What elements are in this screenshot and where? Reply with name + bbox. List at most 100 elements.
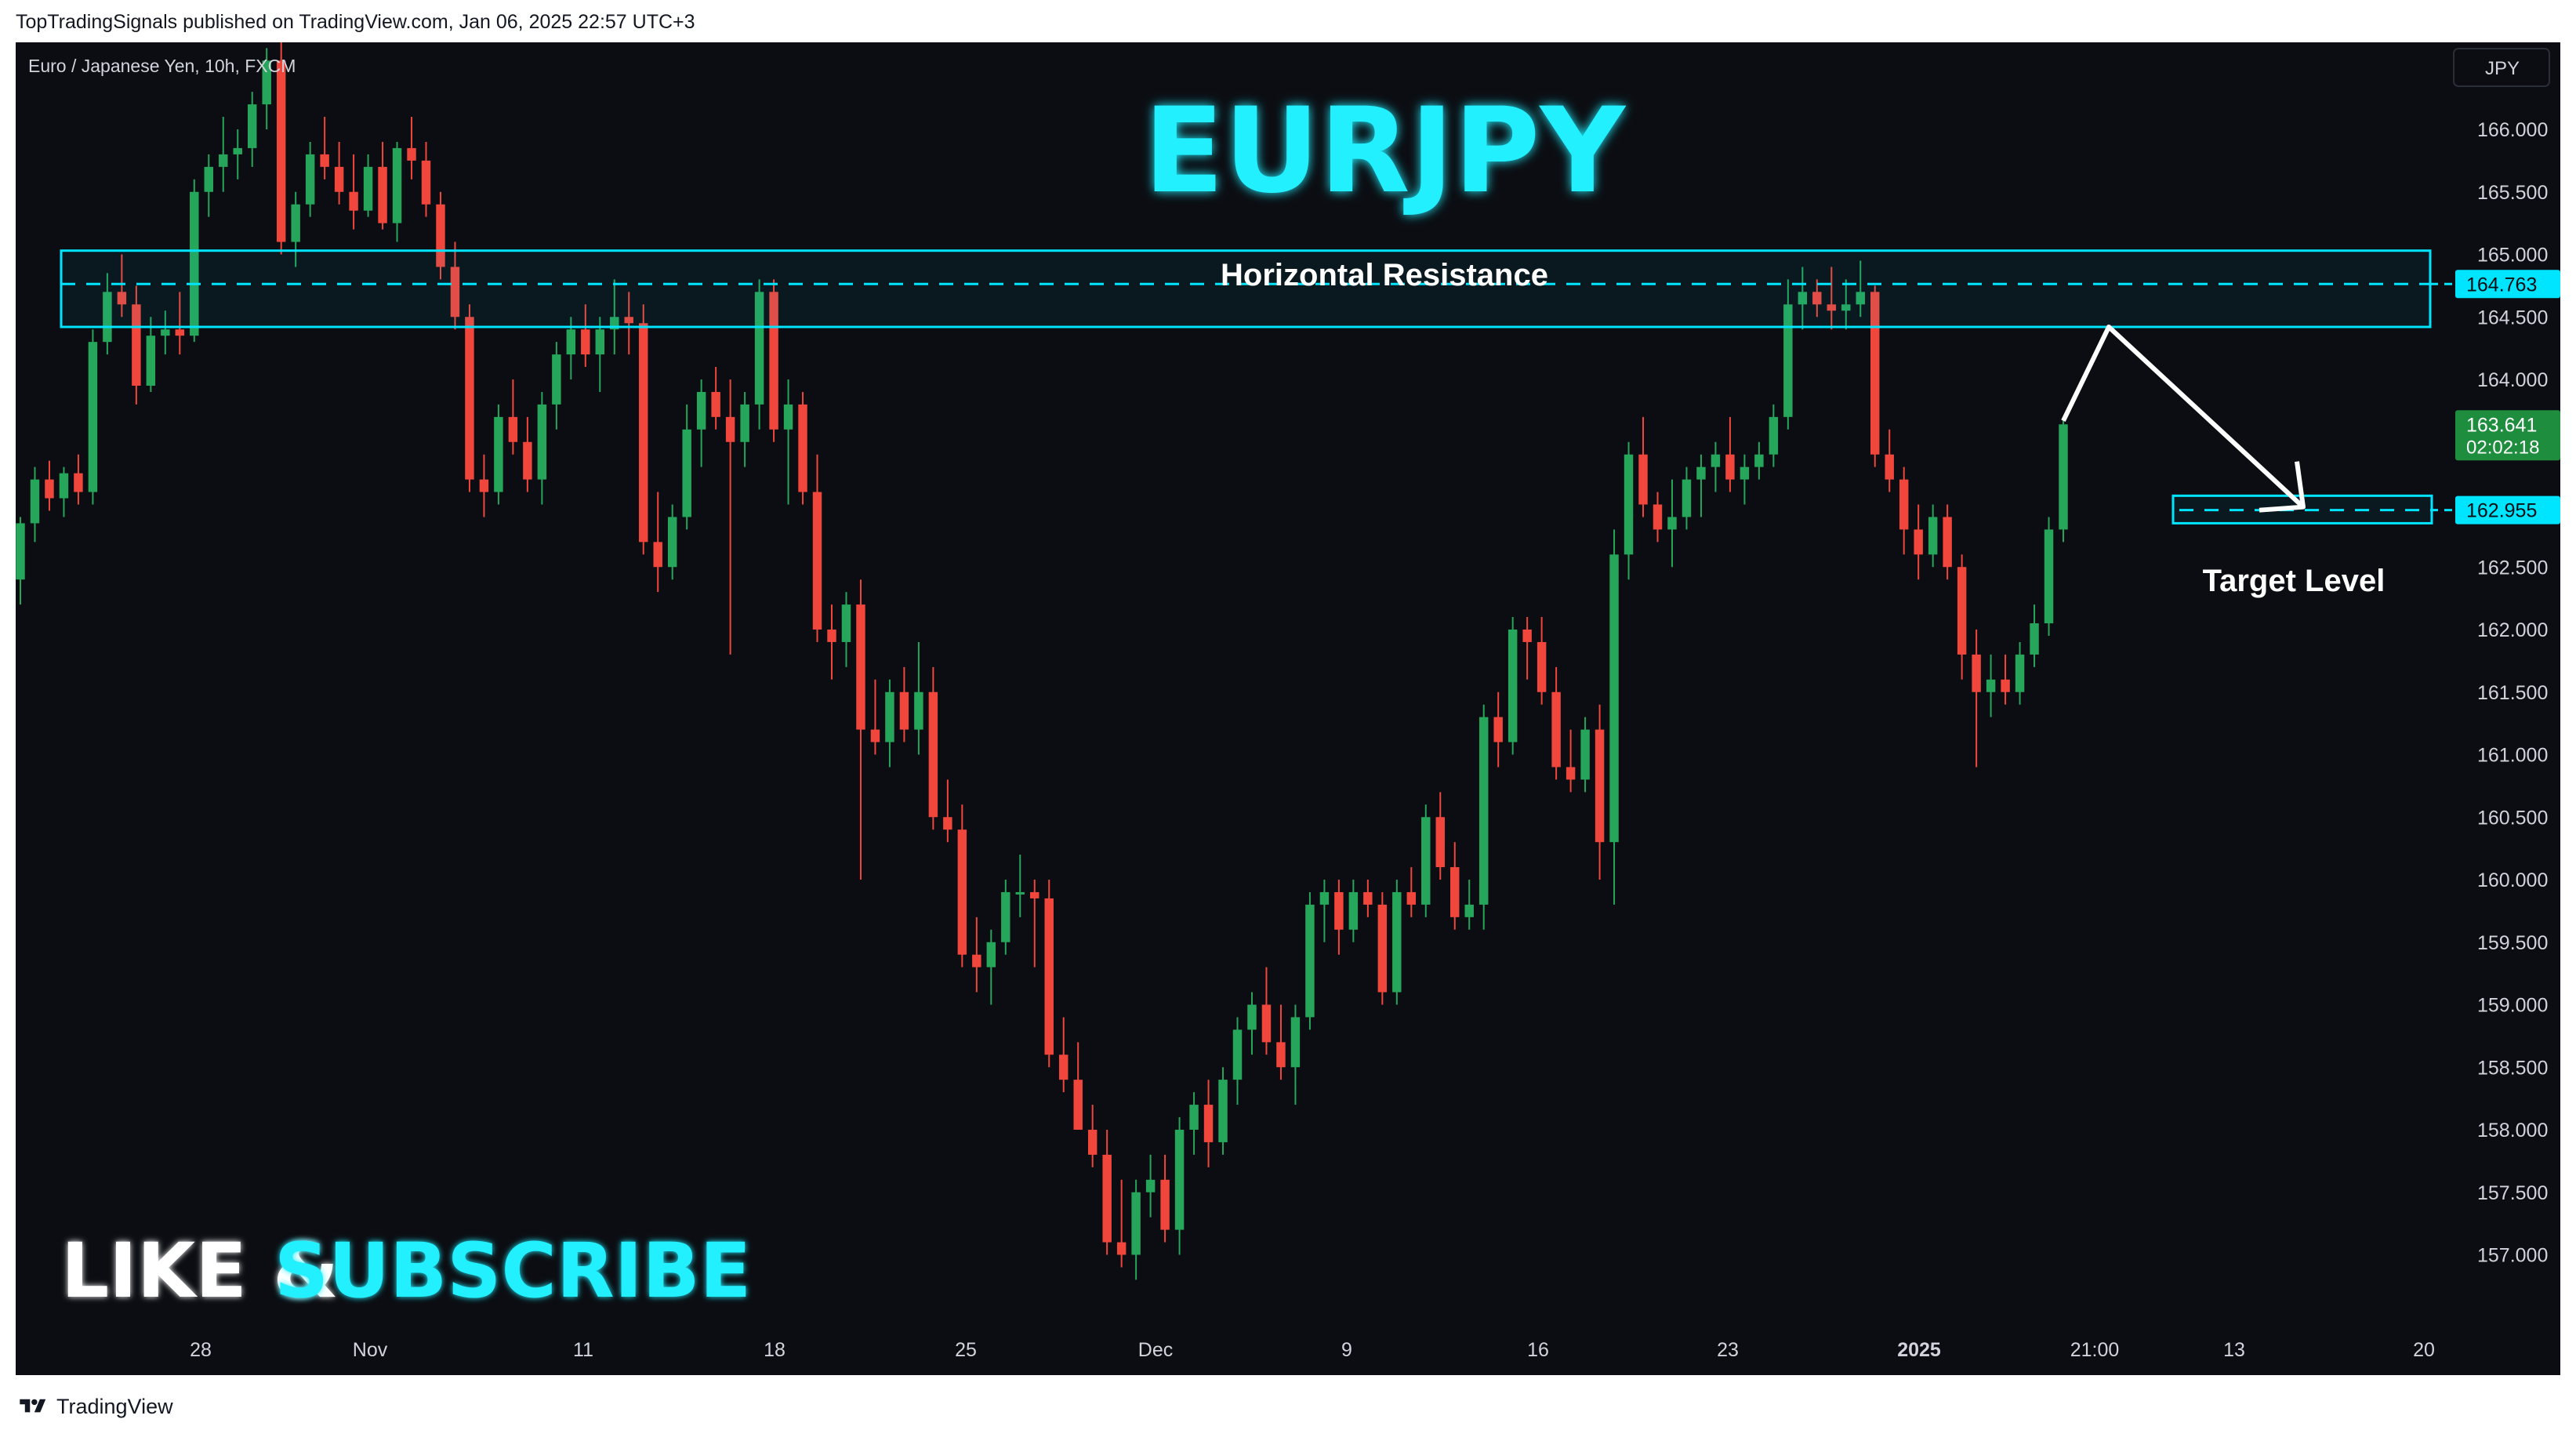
candle-body xyxy=(783,404,793,430)
candle-body xyxy=(1232,1029,1243,1080)
x-tick-label: 11 xyxy=(573,1339,593,1361)
candle-body xyxy=(1580,729,1590,780)
x-tick-label: 9 xyxy=(1341,1339,1352,1361)
candle-body xyxy=(682,429,691,517)
candle-body xyxy=(986,942,996,967)
candle-body xyxy=(2015,654,2025,692)
x-tick-label: 23 xyxy=(1717,1339,1739,1361)
candle-body xyxy=(1725,454,1735,480)
y-tick-label: 159.500 xyxy=(2477,932,2548,954)
x-tick-label: 18 xyxy=(764,1339,785,1361)
candle-body xyxy=(74,473,83,492)
y-tick-label: 162.500 xyxy=(2477,557,2548,579)
candle-body xyxy=(103,292,112,343)
y-tick-label: 161.000 xyxy=(2477,745,2548,767)
x-tick-label: 13 xyxy=(2223,1339,2245,1361)
candle-body xyxy=(146,336,156,386)
candle-body xyxy=(841,604,851,642)
y-tick-label: 157.500 xyxy=(2477,1182,2548,1204)
candlestick-chart[interactable]: 166.500166.000165.500165.000164.500164.0… xyxy=(16,42,2560,1375)
x-tick-label: Dec xyxy=(1138,1339,1173,1361)
candle-body xyxy=(1334,891,1344,930)
current-price-label-bg xyxy=(2455,410,2560,461)
time-axis: 28 Nov 11 18 25 Dec 9 16 23 2025 21:00 13 20 xyxy=(190,1339,2435,1361)
candle-body xyxy=(885,691,894,742)
target-label: Target Level xyxy=(2203,564,2386,598)
chart-title: EURJPY xyxy=(1144,83,1627,220)
candle-body xyxy=(1957,567,1967,655)
candle-body xyxy=(566,329,576,355)
candle-body xyxy=(262,60,271,105)
candle-body xyxy=(1450,867,1460,917)
candle-body xyxy=(943,817,952,830)
candle-body xyxy=(1421,817,1431,905)
candle-body xyxy=(1116,1242,1127,1255)
candle-body xyxy=(1812,292,1822,305)
candle-body xyxy=(1783,304,1793,417)
candle-body xyxy=(1145,1179,1156,1192)
y-tick-label: 164.500 xyxy=(2477,307,2548,328)
resistance-zone xyxy=(60,249,2432,328)
candle-body xyxy=(754,292,764,405)
candle-body xyxy=(291,204,300,242)
candle-body xyxy=(233,147,242,154)
candle-body xyxy=(276,60,286,242)
candle-body xyxy=(479,479,489,492)
candle-body xyxy=(465,317,474,480)
y-tick-label: 164.000 xyxy=(2477,369,2548,391)
candle-body xyxy=(1218,1080,1228,1142)
currency-button[interactable]: JPY xyxy=(2453,48,2550,87)
candle-body xyxy=(1551,691,1561,768)
currency-button-label: JPY xyxy=(2485,58,2520,79)
candle-body xyxy=(1392,891,1402,993)
candle-body xyxy=(508,416,518,442)
candle-body xyxy=(1363,891,1373,905)
candle-body xyxy=(1928,517,1938,555)
candle-body xyxy=(117,292,127,305)
tradingview-logo-icon xyxy=(20,1399,46,1413)
publish-info: TopTradingSignals published on TradingVi… xyxy=(16,11,695,33)
candle-body xyxy=(1493,717,1503,742)
candle-body xyxy=(59,473,69,499)
candle-body xyxy=(2030,623,2039,655)
current-price-label: 163.641 xyxy=(2466,414,2537,436)
candle-body xyxy=(45,479,54,499)
candle-body xyxy=(2059,424,2068,530)
candle-body xyxy=(1638,454,1648,505)
candle-body xyxy=(1885,454,1894,480)
candles-layer xyxy=(16,42,2068,1280)
candle-body xyxy=(334,166,344,192)
candle-body xyxy=(378,166,387,223)
candle-body xyxy=(1522,630,1532,642)
candle-body xyxy=(1914,529,1923,555)
candle-body xyxy=(1986,679,1996,692)
candle-body xyxy=(1160,1179,1170,1230)
resistance-label: Horizontal Resistance xyxy=(1221,258,1548,292)
y-tick-label: 157.000 xyxy=(2477,1245,2548,1267)
candle-body xyxy=(972,954,981,967)
candle-body xyxy=(1276,1042,1286,1068)
candle-body xyxy=(219,154,228,167)
candle-body xyxy=(711,391,720,417)
candle-body xyxy=(1348,891,1359,930)
candle-body xyxy=(769,292,778,430)
resistance-price-label-bg xyxy=(2455,270,2560,299)
candle-body xyxy=(88,342,98,492)
candle-body xyxy=(1653,504,1663,530)
candle-body xyxy=(1131,1192,1141,1255)
candle-body xyxy=(581,329,590,355)
candle-body xyxy=(1290,1017,1301,1068)
target-price-label: 162.955 xyxy=(2466,500,2537,522)
candle-body xyxy=(1624,454,1634,555)
candle-body xyxy=(639,323,648,543)
symbol-description: Euro / Japanese Yen, 10h, FXCM xyxy=(28,56,296,76)
footer-brand: TradingView xyxy=(56,1394,173,1418)
candle-body xyxy=(30,479,40,524)
chart-area[interactable]: 166.500166.000165.500165.000164.500164.0… xyxy=(16,42,2560,1375)
candle-body xyxy=(1015,891,1025,895)
candle-body xyxy=(421,160,431,205)
candle-body xyxy=(957,829,967,955)
candle-body xyxy=(1102,1154,1112,1243)
candle-body xyxy=(1595,729,1605,843)
candle-body xyxy=(1189,1105,1199,1130)
